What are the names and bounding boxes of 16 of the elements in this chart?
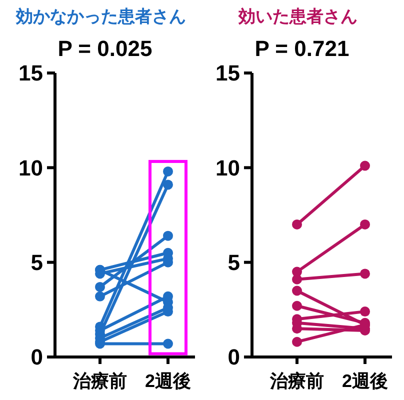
y-tick-label: 0 bbox=[228, 344, 240, 370]
x-tick-label: 2週後 bbox=[342, 371, 388, 391]
y-tick-label: 5 bbox=[30, 250, 43, 276]
y-tick-label: 15 bbox=[18, 60, 43, 86]
x-tick-label: 治療前 bbox=[269, 371, 324, 391]
y-tick-label: 0 bbox=[30, 344, 43, 370]
y-tick-label: 15 bbox=[216, 60, 240, 86]
chart-subtitle: P = 0.721 bbox=[254, 36, 350, 61]
chart-subtitle: P = 0.025 bbox=[58, 36, 152, 61]
y-tick-label: 10 bbox=[216, 155, 240, 180]
x-tick-label: 2週後 bbox=[144, 371, 192, 391]
x-tick-label: 治療前 bbox=[72, 371, 127, 391]
chart-title: 効かなかった患者さん bbox=[15, 7, 186, 26]
y-tick-label: 10 bbox=[18, 155, 43, 180]
chart-title: 効いた患者さん bbox=[238, 7, 358, 26]
y-tick-label: 5 bbox=[228, 250, 240, 276]
